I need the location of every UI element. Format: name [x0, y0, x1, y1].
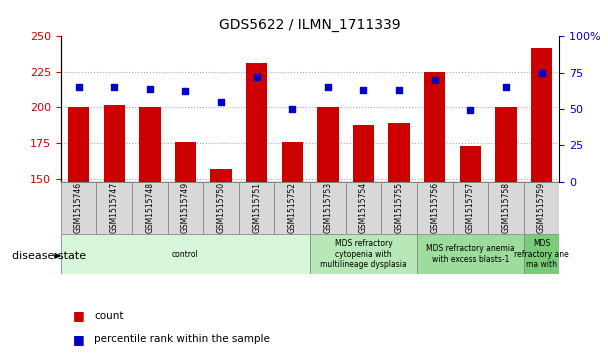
FancyBboxPatch shape [97, 182, 132, 234]
FancyBboxPatch shape [523, 182, 559, 234]
Bar [424, 72, 446, 182]
Point [430, 77, 440, 83]
FancyBboxPatch shape [310, 234, 417, 274]
Point [252, 74, 261, 80]
FancyBboxPatch shape [274, 182, 310, 234]
FancyBboxPatch shape [488, 182, 523, 234]
Text: MDS
refractory ane
ma with: MDS refractory ane ma with [514, 239, 569, 269]
Text: GSM1515749: GSM1515749 [181, 182, 190, 233]
Text: GSM1515759: GSM1515759 [537, 182, 546, 233]
Bar [531, 48, 552, 182]
FancyBboxPatch shape [61, 234, 310, 274]
Point [359, 87, 368, 93]
Text: GSM1515752: GSM1515752 [288, 182, 297, 233]
FancyBboxPatch shape [417, 182, 452, 234]
Point [466, 107, 475, 113]
Point [394, 87, 404, 93]
Text: GSM1515746: GSM1515746 [74, 182, 83, 233]
FancyBboxPatch shape [346, 182, 381, 234]
Bar [210, 169, 232, 182]
Bar [174, 142, 196, 182]
Text: GSM1515757: GSM1515757 [466, 182, 475, 233]
FancyBboxPatch shape [168, 182, 203, 234]
FancyBboxPatch shape [381, 182, 417, 234]
FancyBboxPatch shape [523, 234, 559, 274]
Text: control: control [172, 250, 199, 258]
Text: MDS refractory anemia
with excess blasts-1: MDS refractory anemia with excess blasts… [426, 244, 515, 264]
Text: GSM1515748: GSM1515748 [145, 182, 154, 233]
Text: GSM1515750: GSM1515750 [216, 182, 226, 233]
FancyBboxPatch shape [132, 182, 168, 234]
Text: GSM1515754: GSM1515754 [359, 182, 368, 233]
Point [109, 84, 119, 90]
FancyBboxPatch shape [452, 182, 488, 234]
Text: GSM1515756: GSM1515756 [430, 182, 439, 233]
Point [323, 84, 333, 90]
Text: GSM1515751: GSM1515751 [252, 182, 261, 233]
Text: count: count [94, 311, 124, 321]
Point [216, 99, 226, 105]
Text: MDS refractory
cytopenia with
multilineage dysplasia: MDS refractory cytopenia with multilinea… [320, 239, 407, 269]
Text: GSM1515755: GSM1515755 [395, 182, 404, 233]
Point [501, 84, 511, 90]
Text: disease state: disease state [12, 251, 86, 261]
Bar [246, 64, 268, 182]
Bar [460, 146, 481, 182]
FancyBboxPatch shape [417, 234, 523, 274]
Point [74, 84, 83, 90]
FancyBboxPatch shape [310, 182, 346, 234]
Bar [496, 107, 517, 182]
Title: GDS5622 / ILMN_1711339: GDS5622 / ILMN_1711339 [219, 19, 401, 33]
Bar [317, 107, 339, 182]
Text: GSM1515747: GSM1515747 [109, 182, 119, 233]
Bar [103, 105, 125, 182]
Point [181, 89, 190, 94]
FancyBboxPatch shape [239, 182, 274, 234]
Text: ■: ■ [73, 309, 85, 322]
FancyBboxPatch shape [203, 182, 239, 234]
Bar [139, 107, 161, 182]
Text: GSM1515758: GSM1515758 [502, 182, 511, 233]
Bar [282, 142, 303, 182]
Bar [353, 125, 374, 182]
Text: ■: ■ [73, 333, 85, 346]
Text: GSM1515753: GSM1515753 [323, 182, 333, 233]
Point [145, 86, 154, 91]
FancyBboxPatch shape [61, 182, 97, 234]
Bar [68, 107, 89, 182]
Point [537, 70, 547, 76]
Bar [389, 123, 410, 182]
Text: percentile rank within the sample: percentile rank within the sample [94, 334, 270, 344]
Point [288, 106, 297, 112]
